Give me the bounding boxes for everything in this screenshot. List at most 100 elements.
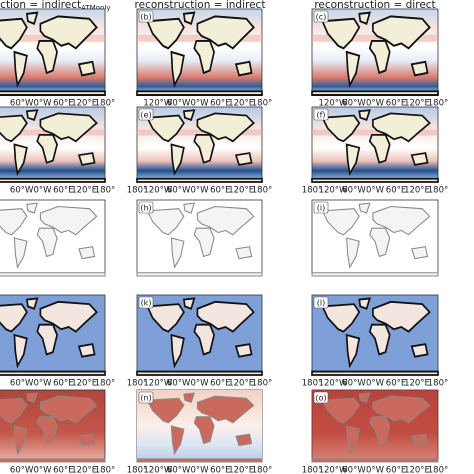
map-panel: (o) [311, 389, 439, 463]
map-panel: (e) [136, 106, 263, 183]
panel-label: (b) [140, 13, 151, 22]
lon-label: 120°E [228, 99, 254, 109]
lon-label: 180° [428, 379, 448, 389]
map-panel: (i) [311, 199, 439, 277]
panel-label-box [313, 391, 329, 404]
lon-label: 60°W [167, 99, 191, 109]
lon-label: 60°E [210, 379, 230, 389]
map-panel: (c) [311, 8, 439, 96]
lon-label: 0°W [366, 99, 385, 109]
lon-label: 60°W [342, 99, 366, 109]
panel-label-box [313, 10, 329, 23]
lon-label: 180° [252, 99, 272, 109]
lon-label: 120°E [228, 466, 254, 474]
lon-label: 180° [428, 466, 448, 474]
panel-label: (l) [317, 299, 325, 308]
lon-label: 60°E [386, 466, 406, 474]
panel-label-box [313, 296, 329, 309]
lon-label: 120°W [319, 99, 348, 109]
lon-label: 180° [252, 186, 272, 196]
map-panel [0, 389, 106, 463]
lon-label: 60°W [342, 186, 366, 196]
lon-label: 0°W [190, 466, 209, 474]
lon-label: 0°W [190, 186, 209, 196]
lon-label: 120°W [143, 186, 172, 196]
lon-label: 0°W [33, 379, 52, 389]
lon-label: 0°W [190, 99, 209, 109]
lon-label: 60°E [386, 99, 406, 109]
lon-label: 0°W [33, 466, 52, 474]
lon-label: 180° [428, 186, 448, 196]
lon-label: 180° [127, 379, 147, 389]
anomaly-band [312, 129, 438, 136]
panel-label-box [313, 201, 329, 214]
map-panel: (h) [136, 199, 263, 277]
lon-label: 180° [428, 99, 448, 109]
panel-label-box [138, 296, 154, 309]
map-panel: (k) [136, 294, 263, 376]
lon-label: 120°E [404, 379, 430, 389]
panel-label-box [313, 108, 329, 121]
column-title-text: reconstruction = direct [314, 0, 435, 11]
lon-label: 60°E [53, 99, 73, 109]
panel-label: (o) [315, 394, 326, 403]
lon-label: 60°W [10, 99, 34, 109]
panel-label: (k) [141, 299, 152, 308]
panel-label: (c) [316, 13, 327, 22]
panel-label-box [138, 201, 154, 214]
lon-label: 60°W [342, 379, 366, 389]
lon-label: 0°W [33, 99, 52, 109]
lon-label: 60°W [10, 379, 34, 389]
lon-label: 0°W [33, 186, 52, 196]
panel-label: (h) [140, 204, 151, 213]
map-panel: (b) [136, 8, 263, 96]
lon-label: 180° [95, 379, 115, 389]
panel-label-box [138, 391, 154, 404]
column-title: reconstruction = indirect [135, 0, 266, 11]
lon-label: 0°W [366, 466, 385, 474]
lon-label: 120°E [404, 466, 430, 474]
lon-label: 120°W [143, 99, 172, 109]
column-title-text: reconstruction = indirect [135, 0, 266, 11]
column-title-subscript: ATMonly [81, 4, 110, 12]
lon-label: 120°E [71, 99, 97, 109]
lon-label: 180° [302, 186, 322, 196]
map-panel: (f) [311, 106, 439, 183]
lon-label: 60°E [210, 466, 230, 474]
panel-label-box [138, 108, 154, 121]
lon-label: 120°W [319, 186, 348, 196]
lon-label: 60°W [167, 379, 191, 389]
lon-label: 60°W [167, 466, 191, 474]
map-panel [0, 8, 106, 96]
lon-label: 120°E [228, 186, 254, 196]
column-title: reconstruction = direct [314, 0, 435, 11]
panel-label: (i) [317, 204, 325, 213]
map-panel: (l) [311, 294, 439, 376]
lon-label: 120°W [319, 466, 348, 474]
panel-label-box [138, 10, 154, 23]
column-title: uction = indirectATMonly [0, 0, 110, 12]
lon-label: 180° [127, 186, 147, 196]
map-panel [0, 294, 106, 376]
lon-label: 180° [95, 99, 115, 109]
lon-label: 60°W [167, 186, 191, 196]
lon-label: 180° [302, 379, 322, 389]
lon-label: 120°E [71, 186, 97, 196]
lon-label: 120°E [404, 99, 430, 109]
lon-label: 120°E [404, 186, 430, 196]
panel-label: (n) [140, 394, 151, 403]
lon-label: 60°E [210, 186, 230, 196]
lon-label: 60°W [10, 186, 34, 196]
lon-label: 180° [95, 466, 115, 474]
lon-label: 60°E [53, 466, 73, 474]
anomaly-band [137, 34, 262, 42]
lon-label: 60°W [10, 466, 34, 474]
lon-label: 60°E [53, 186, 73, 196]
lon-label: 60°E [53, 379, 73, 389]
lon-label: 180° [95, 186, 115, 196]
map-panel [0, 199, 106, 277]
lon-label: 180° [127, 466, 147, 474]
lon-label: 180° [252, 466, 272, 474]
lon-label: 60°E [210, 99, 230, 109]
lon-label: 0°W [366, 379, 385, 389]
